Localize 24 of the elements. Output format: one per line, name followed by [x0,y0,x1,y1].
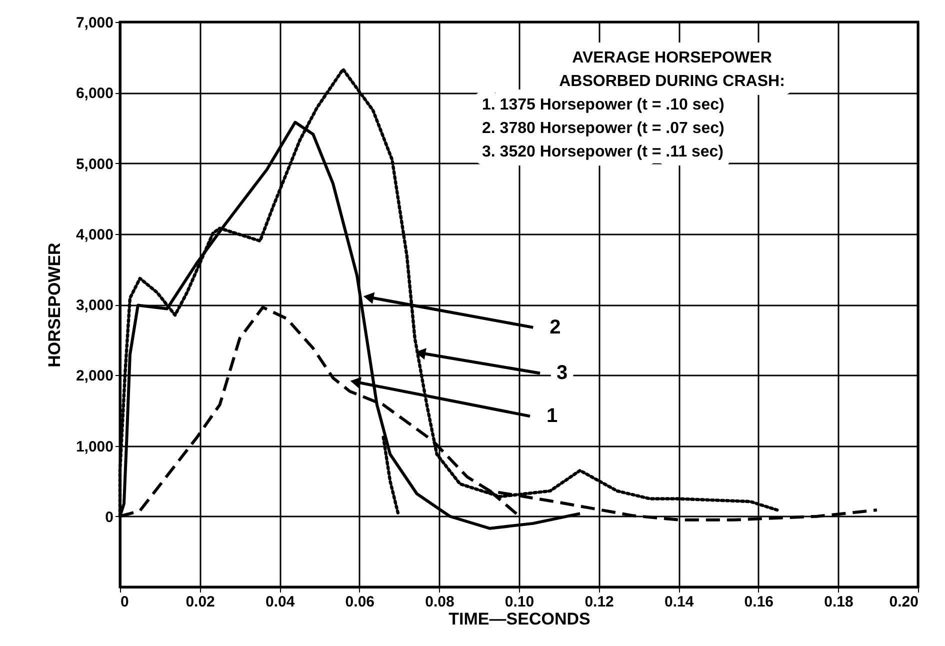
y-tick-label: 3,000 [76,297,114,314]
x-tick-label: 0.20 [889,594,918,610]
x-tick-label: 0.08 [425,594,454,610]
y-axis-title: HORSEPOWER [44,242,64,368]
x-tick-label: 0.18 [824,594,854,610]
x-tick-label: 0.04 [266,594,296,610]
y-tick-label: 4,000 [76,226,114,244]
y-tick-label: 1,000 [76,438,114,456]
y-tick-label: 5,000 [76,156,114,173]
y-tick-label: 6,000 [76,85,114,102]
x-tick-label: 0 [120,594,129,610]
y-tick-label: 7,000 [76,14,114,32]
x-tick-label: 0.02 [186,594,215,610]
x-tick-label: 0.16 [744,594,774,610]
x-tick-label: 0.12 [584,594,614,610]
x-axis-title: TIME—SECONDS [448,610,590,628]
annotation: 2 [550,316,561,338]
annotation: 1 [546,405,558,428]
x-tick-label: 0.06 [345,594,374,610]
y-tick-label: 0 [105,508,114,526]
annotation: 3 [556,362,568,384]
y-tick-label: 2,000 [76,368,114,385]
x-tick-label: 0.14 [664,594,694,610]
x-tick-label: 0.10 [504,594,534,610]
